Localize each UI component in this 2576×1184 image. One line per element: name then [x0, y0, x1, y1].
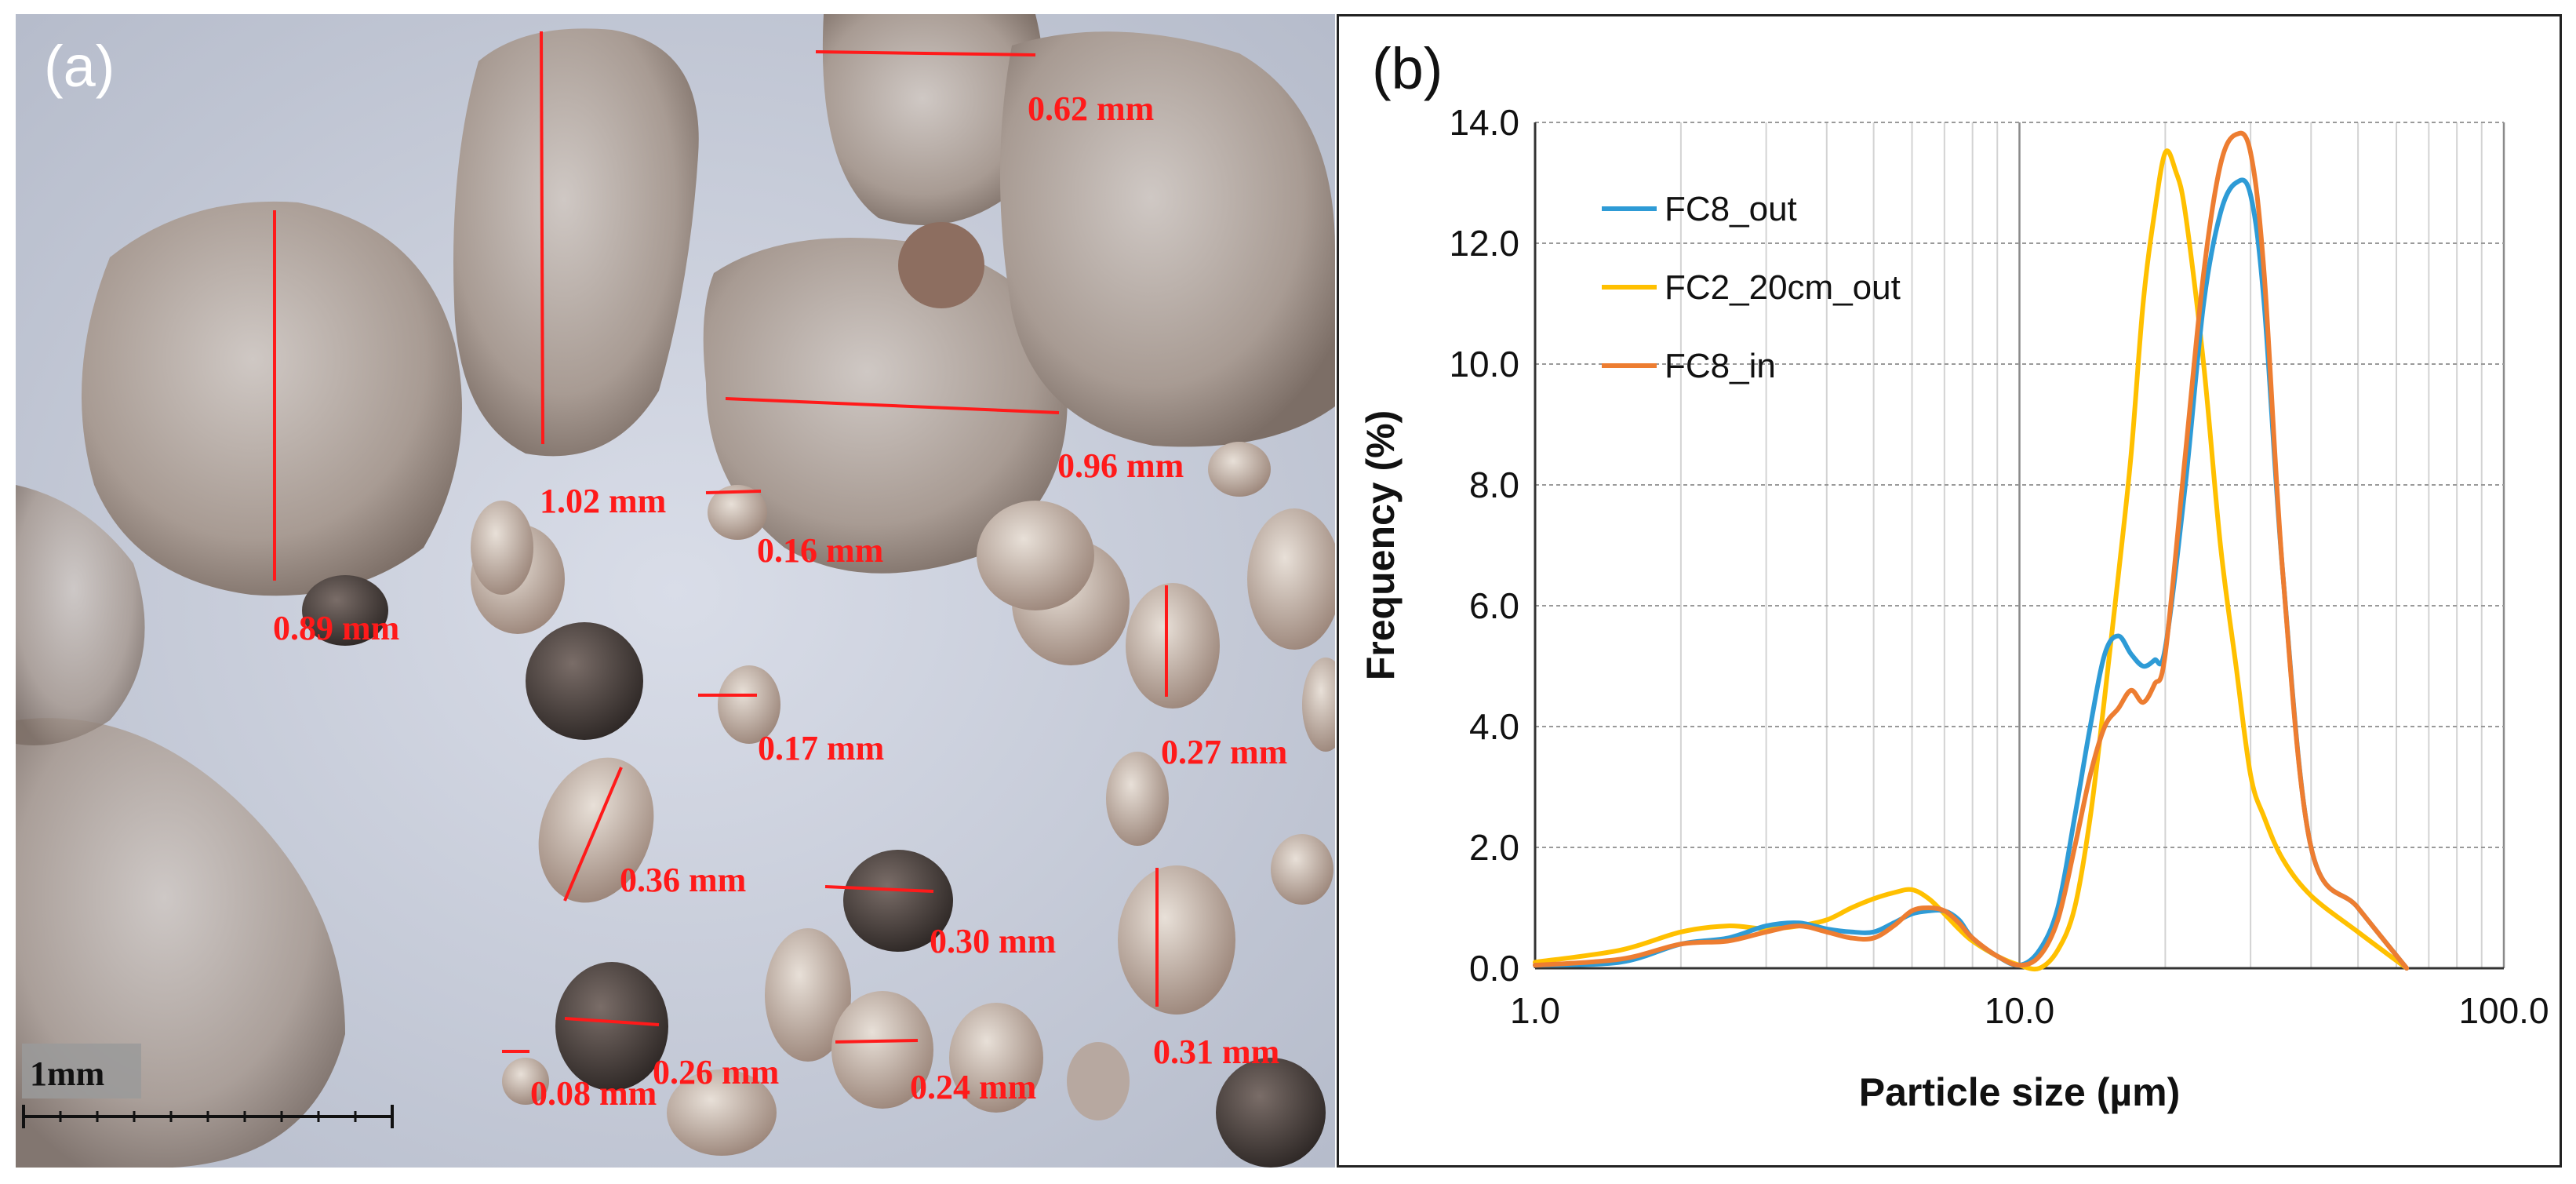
grain-small — [1106, 752, 1169, 846]
scale-bar: 1mm — [22, 1044, 394, 1128]
small-grains — [302, 222, 1335, 1168]
y-tick-label: 0.0 — [1469, 948, 1519, 989]
grain-small — [1216, 1058, 1326, 1168]
measure-label: 0.08 mm — [530, 1074, 657, 1113]
series-line-fc2-20cm-out — [1533, 148, 2410, 972]
photo-canvas: (a) 0.62 mm 1.02 mm 0.96 mm 0.89 mm 0.16… — [16, 14, 1335, 1168]
measure-line — [705, 490, 762, 494]
x-tick-label: 10.0 — [1985, 990, 2055, 1031]
legend-label: FC8_in — [1665, 347, 1776, 385]
measure-label: 0.27 mm — [1161, 733, 1287, 771]
measure-line — [540, 31, 544, 445]
grain-small — [471, 501, 533, 595]
x-tick-label: 100.0 — [2458, 990, 2549, 1031]
measurement-lines — [273, 31, 1168, 1053]
chart-legend: FC8_out FC2_20cm_out FC8_in — [1602, 190, 1901, 385]
measure-label: 0.17 mm — [758, 729, 884, 767]
grain-small — [949, 1003, 1043, 1113]
grain-small — [977, 501, 1094, 610]
y-tick-label: 8.0 — [1469, 464, 1519, 505]
scale-bar-label: 1mm — [30, 1055, 104, 1093]
legend-label: FC8_out — [1665, 190, 1797, 228]
series-line-fc8-out — [1533, 177, 2410, 971]
y-tick-label: 14.0 — [1449, 102, 1519, 143]
grain-small — [1271, 834, 1333, 905]
y-tick-label: 12.0 — [1449, 223, 1519, 264]
chart-axes: 0.0 2.0 4.0 6.0 8.0 10.0 12.0 14.0 1.0 10.0 100.0 — [1449, 102, 2549, 1031]
measure-line — [564, 1017, 660, 1026]
chart-canvas: (b) 0.0 2.0 4.0 6.0 8.0 10.0 12.0 14.0 1.0 10.0 10… — [1359, 36, 2549, 1114]
measure-label: 0.24 mm — [910, 1068, 1036, 1106]
measure-line — [815, 50, 1036, 56]
grain-small — [718, 665, 780, 744]
grain-large-1 — [82, 201, 462, 596]
grain-small — [1067, 1042, 1130, 1120]
panel-b-letter: (b) — [1372, 36, 1443, 101]
measurement-labels: 0.62 mm 1.02 mm 0.96 mm 0.89 mm 0.16 mm … — [273, 89, 1287, 1113]
measure-line — [835, 1039, 919, 1044]
grain-small — [831, 991, 933, 1109]
grain-small — [1247, 508, 1335, 650]
x-axis-title: Particle size (µm) — [1859, 1070, 2181, 1114]
panel-a-letter: (a) — [44, 34, 115, 99]
y-tick-label: 6.0 — [1469, 585, 1519, 626]
grain-large-7 — [16, 485, 145, 745]
panel-b-chart: (b) 0.0 2.0 4.0 6.0 8.0 10.0 12.0 14.0 1.0 10.0 10… — [1337, 14, 2562, 1168]
panel-a-photo: (a) 0.62 mm 1.02 mm 0.96 mm 0.89 mm 0.16… — [16, 14, 1335, 1168]
grain-small — [302, 575, 388, 646]
scale-bar-box — [22, 1044, 141, 1098]
chart-series — [1533, 130, 2410, 972]
grain-large-2 — [453, 28, 699, 457]
y-tick-label: 10.0 — [1449, 344, 1519, 384]
grain-small — [1208, 442, 1271, 497]
chart-grid — [1534, 122, 2505, 969]
grain-small — [1118, 865, 1235, 1015]
measure-label: 0.31 mm — [1153, 1033, 1279, 1071]
grain-small — [1126, 583, 1220, 709]
grain-small — [526, 622, 643, 740]
measure-label: 0.89 mm — [273, 609, 399, 647]
x-tick-label: 1.0 — [1510, 990, 1560, 1031]
y-tick-label: 4.0 — [1469, 706, 1519, 747]
grain-small — [667, 1069, 777, 1156]
grain-small — [502, 1058, 549, 1105]
measure-line — [725, 397, 1060, 414]
grain-small — [898, 222, 984, 308]
grain-small — [708, 485, 767, 540]
measure-label: 0.36 mm — [620, 861, 746, 899]
legend-label: FC2_20cm_out — [1665, 268, 1901, 307]
y-axis-title: Frequency (%) — [1359, 410, 1403, 681]
measure-label: 1.02 mm — [540, 482, 666, 520]
grain-small — [843, 850, 953, 952]
measure-label: 0.30 mm — [930, 922, 1056, 960]
measure-label: 0.96 mm — [1057, 446, 1184, 485]
measure-line — [824, 885, 934, 893]
grain-small — [765, 928, 851, 1062]
measure-label: 0.62 mm — [1028, 89, 1154, 128]
grain-large-5 — [1000, 31, 1335, 447]
measure-label: 0.26 mm — [653, 1053, 779, 1091]
y-tick-label: 2.0 — [1469, 827, 1519, 868]
measure-line — [563, 767, 623, 902]
measure-label: 0.16 mm — [757, 531, 883, 570]
series-line-fc8-in — [1533, 130, 2410, 971]
grain-small — [555, 962, 668, 1091]
grain-small — [1302, 658, 1335, 752]
grain-large-4 — [822, 14, 1045, 225]
